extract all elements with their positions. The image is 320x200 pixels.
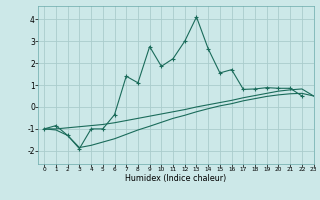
X-axis label: Humidex (Indice chaleur): Humidex (Indice chaleur) [125,174,227,183]
